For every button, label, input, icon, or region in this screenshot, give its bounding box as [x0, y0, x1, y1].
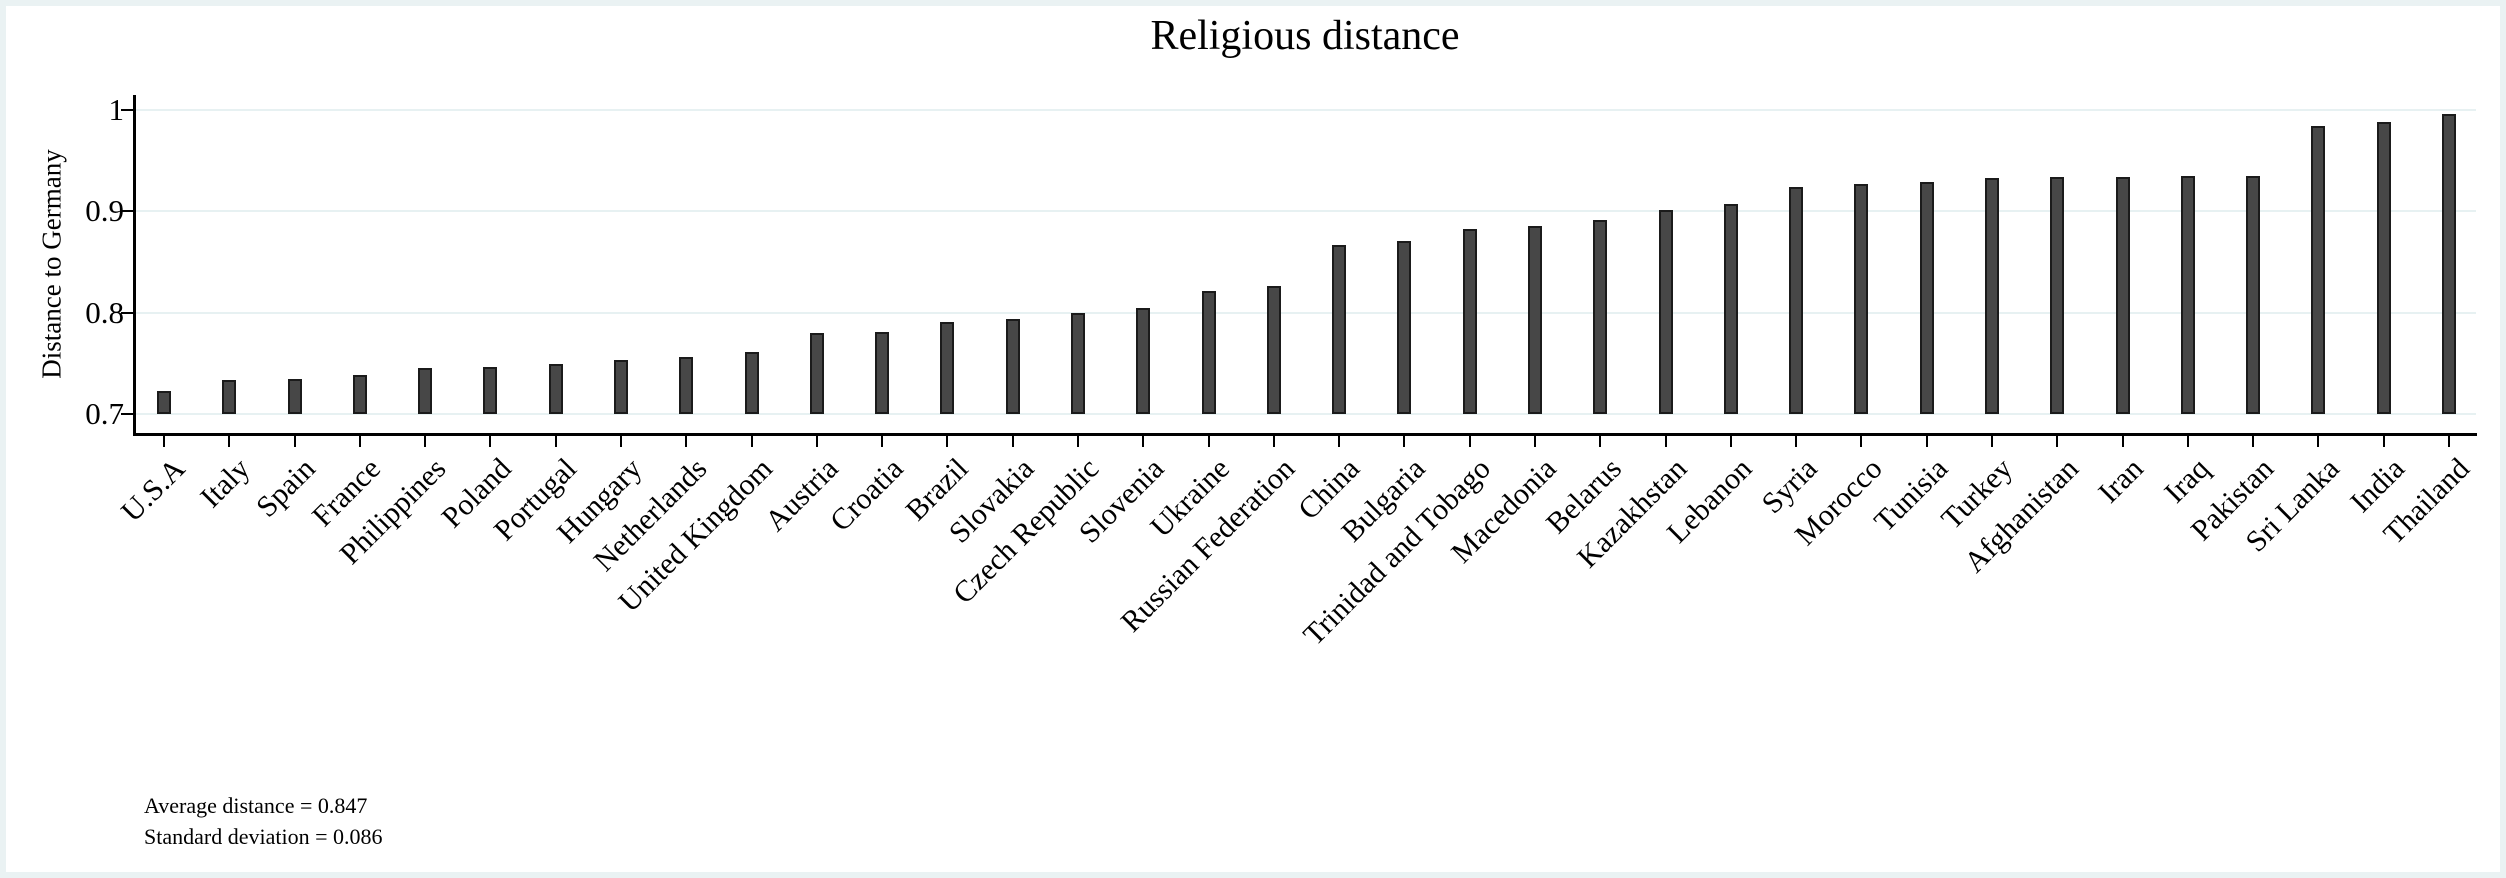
bar-austria — [809, 332, 824, 414]
x-axis-tick-22 — [1534, 436, 1536, 447]
x-axis-tick-2 — [228, 436, 231, 447]
gridline-0.8 — [134, 311, 2476, 314]
bar-trinidad-and-tobago — [1462, 228, 1477, 414]
bar-hungary — [614, 360, 628, 414]
bar-ukraine — [1201, 291, 1216, 414]
x-axis-tick-6 — [489, 436, 492, 447]
x-axis-tick-23 — [1599, 436, 1602, 447]
x-axis-tick-36 — [2448, 436, 2450, 447]
bar-bulgaria — [1397, 240, 1412, 414]
y-axis-tick-0.8 — [121, 311, 133, 314]
bar-syria — [1789, 187, 1804, 414]
gridline-0.7 — [134, 413, 2476, 415]
x-axis-tick-18 — [1272, 436, 1275, 447]
stats-annotation: Average distance = 0.847 Standard deviat… — [144, 790, 382, 852]
x-axis-tick-10 — [750, 436, 753, 447]
x-axis-tick-4 — [358, 436, 361, 447]
x-axis-tick-17 — [1207, 436, 1210, 447]
x-axis-tick-30 — [2056, 436, 2059, 447]
y-tick-label-0.7: 0.7 — [85, 396, 124, 431]
x-axis-tick-20 — [1403, 436, 1406, 447]
bar-portugal — [548, 364, 563, 414]
x-axis-tick-32 — [2186, 436, 2189, 447]
x-axis-tick-24 — [1664, 436, 1667, 447]
x-axis-tick-7 — [554, 436, 557, 447]
bar-italy — [222, 379, 237, 414]
y-tick-label-1: 1 — [108, 92, 125, 127]
bar-kazakhstan — [1658, 210, 1673, 414]
y-axis-tick-0.7 — [121, 413, 133, 415]
bar-croatia — [875, 331, 890, 414]
bar-iran — [2115, 176, 2130, 414]
bar-tunisia — [1919, 181, 1934, 414]
y-axis-line — [133, 95, 136, 436]
x-axis-tick-5 — [424, 436, 427, 447]
x-tick-label-u-s-a: U.S.A — [114, 452, 192, 529]
x-tick-label-austria: Austria — [758, 452, 845, 538]
x-axis-tick-12 — [881, 436, 884, 447]
bar-india — [2376, 122, 2391, 414]
x-axis-tick-31 — [2121, 436, 2124, 447]
x-axis-tick-16 — [1142, 436, 1145, 447]
gridline-0.9 — [134, 210, 2476, 213]
x-axis-tick-3 — [293, 436, 296, 447]
x-tick-label-croatia: Croatia — [823, 452, 910, 538]
gridline-1 — [134, 109, 2476, 111]
x-axis-tick-27 — [1860, 436, 1863, 447]
x-tick-label-tunisia: Tunisia — [1867, 452, 1955, 539]
x-axis-line — [133, 433, 2477, 436]
bar-poland — [483, 367, 498, 414]
bar-russian-federation — [1266, 286, 1281, 414]
y-axis-tick-0.9 — [121, 210, 133, 213]
bar-macedonia — [1528, 225, 1542, 414]
bar-philippines — [418, 368, 433, 414]
x-axis-tick-34 — [2317, 436, 2320, 447]
x-axis-tick-26 — [1795, 436, 1798, 447]
bar-spain — [287, 378, 302, 414]
x-tick-label-italy: Italy — [194, 452, 257, 515]
y-tick-label-0.9: 0.9 — [85, 193, 124, 229]
bar-u-s-a — [157, 390, 171, 414]
y-tick-label-0.8: 0.8 — [85, 294, 124, 330]
x-axis-tick-35 — [2382, 436, 2385, 447]
x-axis-tick-1 — [163, 436, 165, 447]
bar-iraq — [2180, 175, 2195, 414]
bar-united-kingdom — [744, 352, 759, 414]
x-axis-tick-11 — [815, 436, 818, 447]
bar-china — [1332, 244, 1347, 414]
x-axis-tick-33 — [2252, 436, 2255, 447]
bar-lebanon — [1723, 204, 1738, 414]
chart-title: Religious distance — [1150, 13, 1460, 59]
x-axis-tick-25 — [1729, 436, 1732, 447]
bar-brazil — [940, 321, 955, 414]
x-tick-label-iran: Iran — [2092, 452, 2150, 510]
x-axis-tick-8 — [620, 436, 622, 447]
bar-netherlands — [679, 357, 694, 414]
y-axis-title: Distance to Germany — [36, 149, 67, 379]
bar-afghanistan — [2050, 176, 2065, 414]
bar-czech-republic — [1071, 312, 1085, 414]
bar-slovenia — [1136, 307, 1151, 414]
standard-deviation-note: Standard deviation = 0.086 — [144, 824, 383, 849]
x-axis-tick-9 — [685, 436, 688, 447]
bar-slovakia — [1005, 318, 1020, 414]
bar-turkey — [1985, 177, 1999, 414]
bar-thailand — [2442, 114, 2456, 414]
x-axis-tick-14 — [1011, 436, 1014, 447]
x-axis-tick-29 — [1991, 436, 1993, 447]
bar-france — [352, 375, 367, 414]
x-axis-tick-21 — [1468, 436, 1471, 447]
bar-morocco — [1854, 183, 1869, 414]
y-axis-tick-1 — [121, 109, 133, 111]
average-distance-note: Average distance = 0.847 — [144, 793, 368, 818]
bar-belarus — [1593, 220, 1608, 414]
bar-sri-lanka — [2311, 126, 2326, 414]
bar-pakistan — [2246, 175, 2261, 414]
x-axis-tick-19 — [1338, 436, 1341, 447]
x-axis-tick-13 — [946, 436, 949, 447]
x-axis-tick-28 — [1925, 436, 1928, 447]
x-axis-tick-15 — [1077, 436, 1079, 447]
